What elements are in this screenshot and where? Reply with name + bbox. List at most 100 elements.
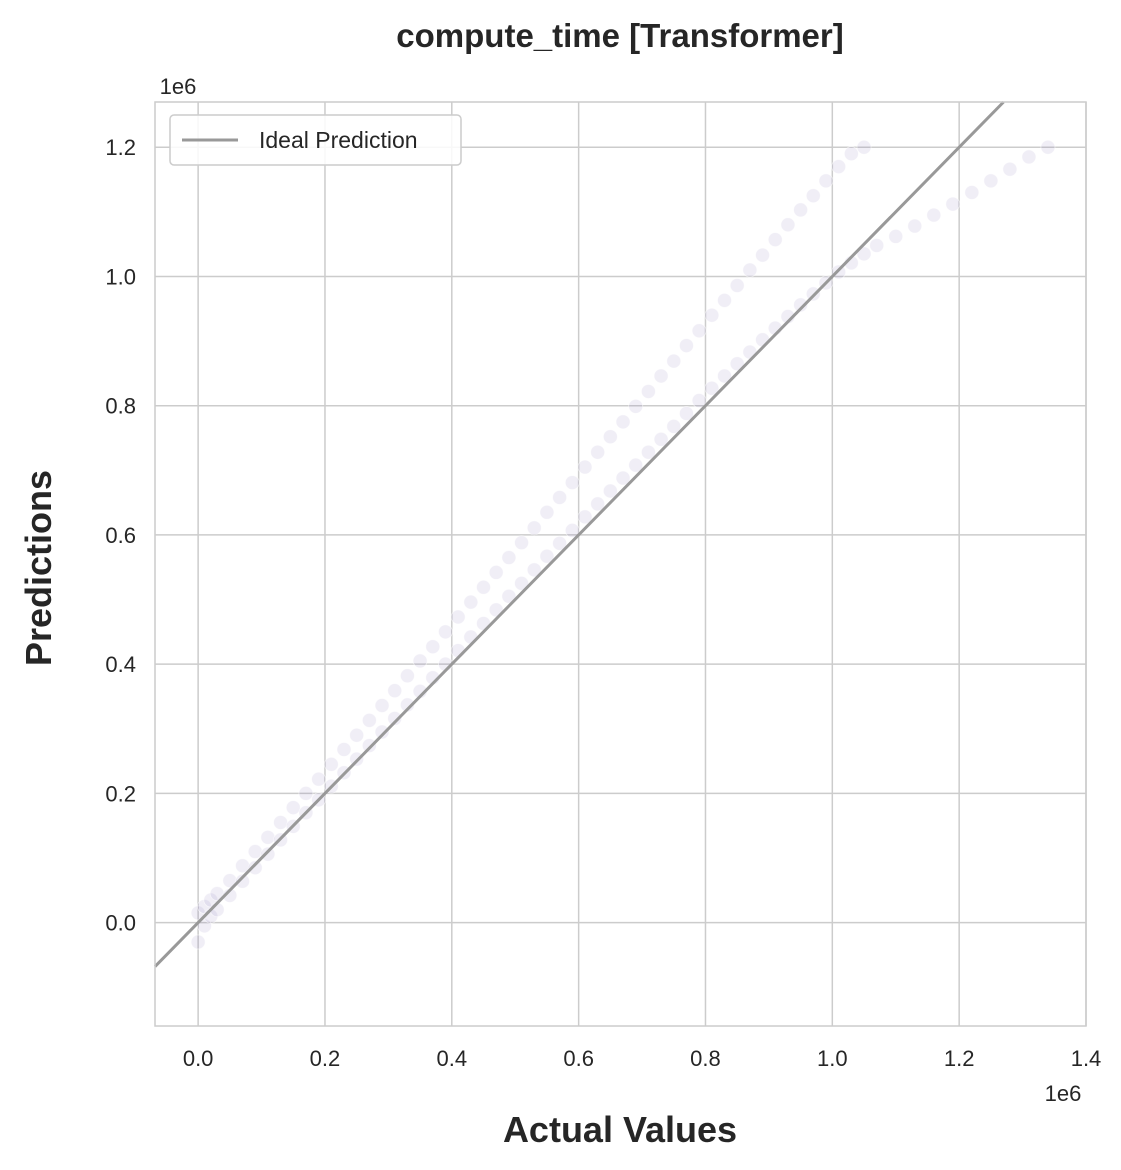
scatter-point <box>190 905 206 921</box>
scatter-point <box>780 217 796 233</box>
y-tick-label: 0.6 <box>105 523 136 548</box>
scatter-point <box>311 771 327 787</box>
scatter-point <box>387 683 403 699</box>
scatter-point <box>361 738 377 753</box>
ideal-prediction-line <box>153 100 1005 968</box>
scatter-point <box>260 829 276 845</box>
scatter-point <box>602 483 618 499</box>
scatter-point <box>260 846 276 862</box>
scatter-point <box>602 429 618 445</box>
scatter-point <box>235 858 250 874</box>
y-tick-label: 0.8 <box>105 394 136 419</box>
scatter-point <box>729 356 745 372</box>
scatter-point <box>539 504 555 520</box>
y-tick-labels: 0.0 0.2 0.4 0.6 0.8 1.0 1.2 <box>105 135 136 935</box>
scatter-point <box>577 459 593 475</box>
plot-frame <box>154 101 1087 1027</box>
scatter-point <box>926 207 942 223</box>
scatter-point <box>1002 161 1018 177</box>
scatter-point <box>539 548 555 564</box>
scatter-point <box>691 323 707 339</box>
grid-lines <box>155 102 1087 1026</box>
y-tick-label: 1.2 <box>105 135 136 160</box>
scatter-point <box>964 185 980 200</box>
scatter-point <box>628 398 644 414</box>
scatter-point <box>552 490 568 505</box>
scatter-point <box>247 860 263 876</box>
scatter-point <box>209 886 225 901</box>
scatter-point <box>323 756 339 772</box>
scatter-point <box>1040 139 1056 155</box>
scatter-point <box>767 232 783 248</box>
scatter-point <box>285 800 301 815</box>
scatter-point <box>235 873 250 889</box>
x-offset-label: 1e6 <box>1045 1081 1082 1106</box>
scatter-point <box>438 624 453 640</box>
chart-title: compute_time [Transformer] <box>396 17 843 54</box>
x-tick-label: 1.4 <box>1071 1046 1102 1071</box>
scatter-point <box>374 724 390 740</box>
scatter-point <box>577 509 593 525</box>
scatter-point <box>704 380 720 396</box>
scatter-point <box>273 815 288 830</box>
scatter-point <box>463 594 479 610</box>
scatter-point <box>387 711 403 726</box>
scatter-point <box>615 414 631 430</box>
scatter-points <box>190 139 1056 950</box>
scatter-point <box>888 228 904 244</box>
scatter-point <box>641 444 656 460</box>
scatter-point <box>590 444 606 460</box>
scatter-point <box>945 196 961 212</box>
legend-label-ideal-prediction: Ideal Prediction <box>259 127 418 153</box>
x-tick-labels: 0.0 0.2 0.4 0.6 0.8 1.0 1.2 1.4 <box>183 1046 1101 1071</box>
scatter-point <box>856 246 872 262</box>
legend: Ideal Prediction <box>169 114 462 166</box>
scatter-point <box>856 139 872 155</box>
y-tick-label: 0.4 <box>105 652 136 677</box>
scatter-point <box>729 278 745 293</box>
y-tick-label: 1.0 <box>105 264 136 289</box>
scatter-point <box>628 457 644 473</box>
x-tick-label: 0.6 <box>563 1046 594 1071</box>
scatter-point <box>222 873 238 889</box>
scatter-point <box>298 785 314 801</box>
scatter-point <box>704 307 720 323</box>
scatter-point <box>679 338 694 354</box>
scatter-point <box>349 727 365 743</box>
scatter-point <box>653 431 669 447</box>
scatter-point <box>564 475 580 490</box>
scatter-point <box>476 579 491 595</box>
scatter-point <box>615 470 631 486</box>
scatter-point <box>691 393 707 408</box>
scatter-point <box>190 934 206 950</box>
scatter-point <box>526 520 542 536</box>
scatter-point <box>488 565 504 580</box>
x-tick-label: 0.8 <box>690 1046 721 1071</box>
scatter-point <box>869 238 885 253</box>
scatter-point <box>514 575 529 591</box>
x-tick-label: 0.0 <box>183 1046 214 1071</box>
ideal-prediction-line-group <box>153 100 1005 968</box>
x-tick-label: 1.0 <box>817 1046 848 1071</box>
scatter-point <box>564 523 580 538</box>
scatter-point <box>374 698 390 713</box>
scatter-point <box>805 188 821 204</box>
scatter-point <box>755 247 770 263</box>
scatter-point <box>552 535 568 551</box>
scatter-point <box>742 262 758 278</box>
scatter-point <box>818 173 834 189</box>
scatter-point <box>526 562 542 578</box>
scatter-point <box>793 202 809 218</box>
x-axis-label: Actual Values <box>503 1109 737 1150</box>
scatter-point <box>336 742 352 757</box>
x-tick-label: 0.4 <box>437 1046 468 1071</box>
scatter-point <box>679 406 694 421</box>
scatter-point <box>843 146 859 162</box>
y-tick-label: 0.2 <box>105 781 136 806</box>
y-offset-label: 1e6 <box>160 74 197 99</box>
scatter-point <box>907 218 923 234</box>
scatter-point <box>247 844 263 859</box>
